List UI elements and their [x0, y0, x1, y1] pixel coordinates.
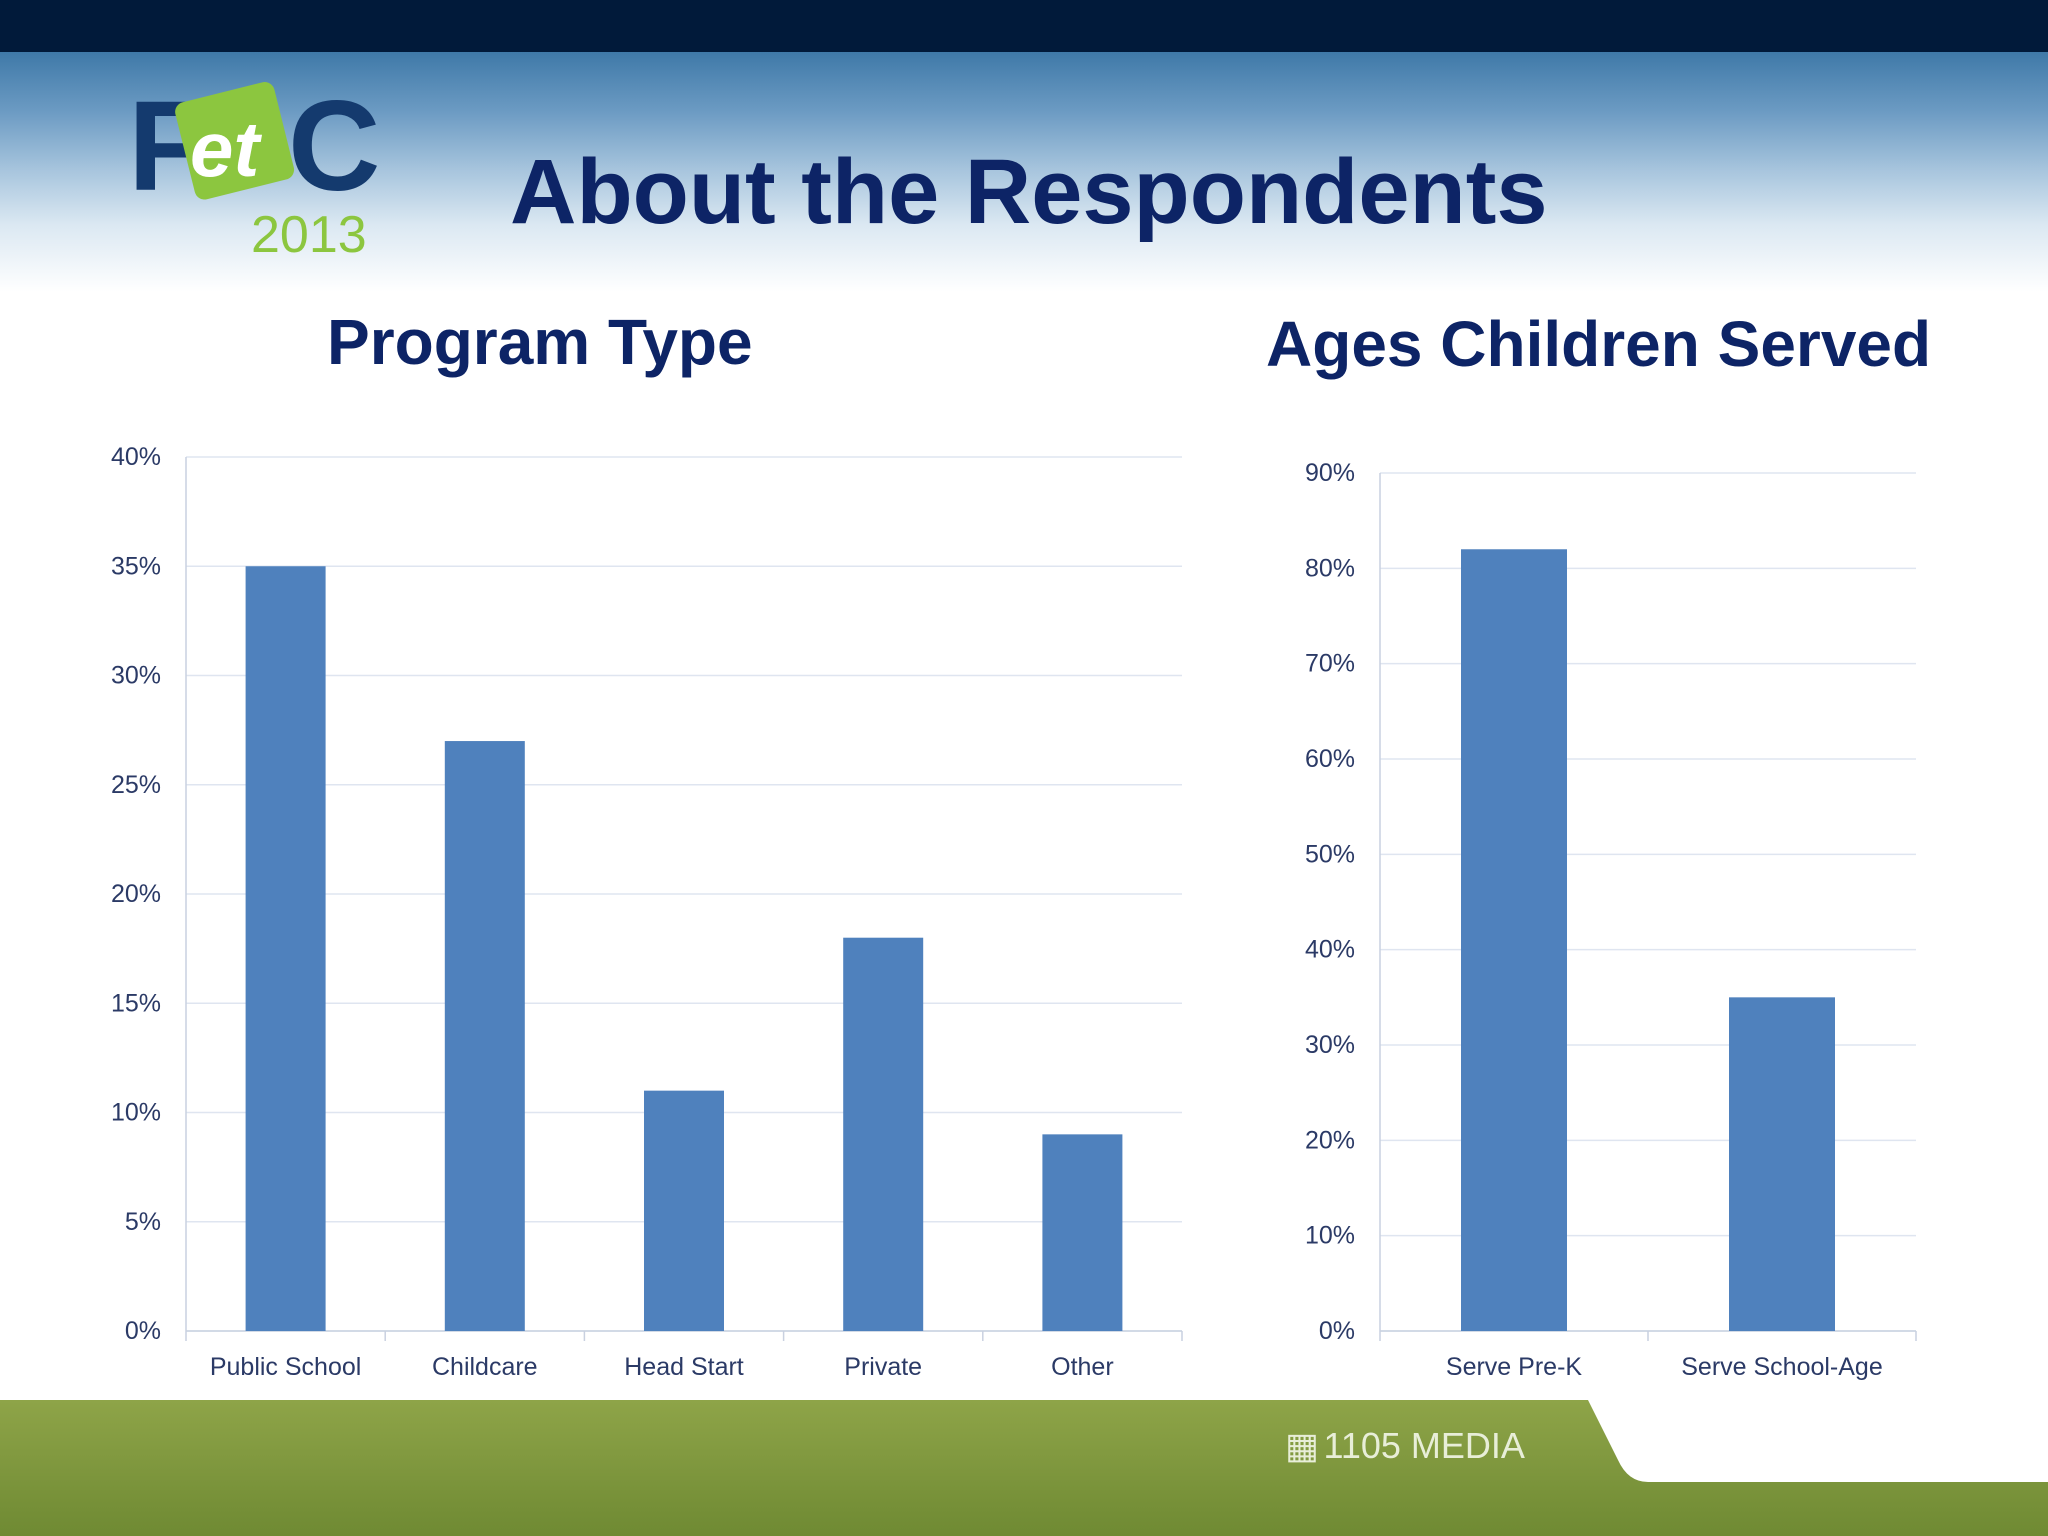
logo-letter-c: C [288, 75, 380, 218]
fetc-logo: F et C 2013 [128, 75, 380, 262]
bar-other [1042, 1134, 1123, 1331]
footer-logo-text: 1105 MEDIA [1323, 1425, 1525, 1466]
x-category-label: Private [844, 1353, 922, 1381]
bar-public-school [245, 566, 326, 1331]
page-title: About the Respondents [510, 141, 1548, 243]
logo-letters-et: et [190, 105, 262, 193]
y-tick-label: 60% [1305, 745, 1355, 773]
chart-title-ages-served: Ages Children Served [1266, 308, 1932, 380]
y-tick-label: 25% [111, 771, 161, 799]
chart-title-program-type: Program Type [327, 306, 753, 378]
y-tick-label: 10% [1305, 1222, 1355, 1250]
y-tick-label: 90% [1305, 459, 1355, 487]
bar-private [843, 937, 924, 1331]
y-tick-label: 50% [1305, 840, 1355, 868]
header-band [0, 52, 2048, 292]
y-tick-label: 40% [111, 443, 161, 471]
y-tick-label: 40% [1305, 936, 1355, 964]
y-tick-label: 70% [1305, 650, 1355, 678]
y-tick-label: 0% [125, 1317, 161, 1345]
media-logo-icon: ▦ [1285, 1425, 1320, 1466]
x-category-label: Public School [210, 1353, 361, 1381]
bar-head-start [644, 1090, 724, 1331]
y-tick-label: 30% [1305, 1031, 1355, 1059]
x-category-label: Head Start [624, 1353, 744, 1381]
y-tick-label: 80% [1305, 554, 1355, 582]
y-tick-label: 30% [111, 662, 161, 690]
x-category-label: Serve School-Age [1681, 1353, 1883, 1381]
y-tick-label: 5% [125, 1208, 161, 1236]
y-tick-label: 35% [111, 552, 161, 580]
y-tick-label: 20% [111, 880, 161, 908]
logo-year: 2013 [251, 206, 367, 262]
footer-logo: ▦ 1105 MEDIA [1285, 1425, 1545, 1475]
x-category-label: Childcare [432, 1353, 538, 1381]
bar-serve-school-age [1729, 997, 1835, 1331]
x-category-label: Serve Pre-K [1446, 1353, 1582, 1381]
y-tick-label: 15% [111, 989, 161, 1017]
bar-serve-pre-k [1461, 549, 1567, 1331]
y-tick-label: 0% [1319, 1317, 1355, 1345]
y-tick-label: 10% [111, 1099, 161, 1127]
y-tick-label: 20% [1305, 1126, 1355, 1154]
footer-tab [1588, 1400, 2048, 1482]
x-category-label: Other [1051, 1353, 1114, 1381]
bar-childcare [444, 741, 525, 1331]
top-bar [0, 0, 2048, 52]
